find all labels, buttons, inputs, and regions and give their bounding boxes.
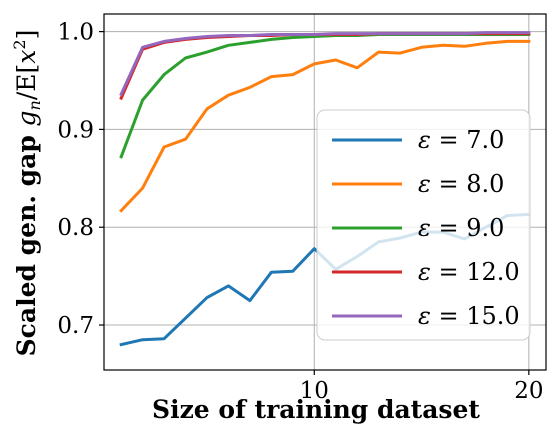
- series-line-1: [119, 39, 531, 213]
- y-tick-label: 0.9: [57, 117, 94, 143]
- series-line-4: [119, 31, 531, 97]
- legend-items: ε = 7.0 ε = 8.0 ε = 9.0 ε = 12.0 ε = 15.0: [332, 126, 520, 330]
- legend: ε = 7.0 ε = 8.0 ε = 9.0 ε = 12.0 ε = 15.0: [316, 109, 531, 341]
- legend-label: ε = 9.0: [418, 214, 504, 242]
- legend-box: [316, 109, 531, 341]
- plot-frame: [103, 13, 547, 371]
- ticks: 0.7 0.8 0.9 1.0 10 20: [57, 20, 543, 404]
- y-axis-label: Scaled gen. gap gn/E[x2]: [10, 30, 44, 357]
- series-line-3: [119, 32, 531, 101]
- legend-label: ε = 7.0: [418, 126, 504, 154]
- legend-label: ε = 15.0: [418, 302, 520, 330]
- legend-label: ε = 8.0: [418, 170, 504, 198]
- x-tick-label: 10: [300, 378, 329, 404]
- legend-label: ε = 12.0: [418, 258, 520, 286]
- y-tick-label: 1.0: [57, 20, 94, 46]
- y-tick-label: 0.8: [57, 215, 94, 241]
- y-tick-label: 0.7: [57, 313, 94, 339]
- x-axis-label: Size of training dataset: [152, 395, 480, 424]
- x-tick-label: 20: [514, 378, 543, 404]
